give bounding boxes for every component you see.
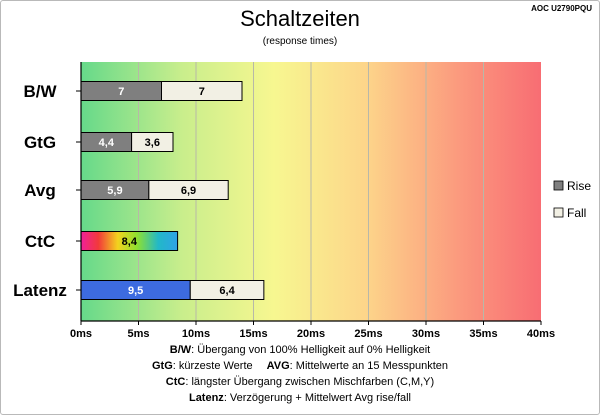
bar-rise-label: 8,4 (122, 236, 138, 248)
chart-notes: B/W: Übergang von 100% Helligkeit auf 0%… (0, 342, 600, 406)
chart-title: Schaltzeiten (240, 6, 360, 31)
note-ctc: CtC: längster Übergang zwischen Mischfar… (0, 374, 600, 390)
bar-fall (189, 280, 265, 300)
x-tick-label: 10ms (182, 328, 210, 340)
monitor-model: AOC U2790PQU (531, 4, 592, 13)
bar-fall-label: 6,9 (181, 185, 196, 197)
note-lat-key: Latenz (188, 392, 224, 404)
note-avg-key: AVG (266, 360, 290, 372)
bar-series: 7 7 4,4 3,6 5,9 6,9 8,4 9,5 6,4 (80, 81, 265, 300)
legend: Rise Fall (553, 179, 591, 220)
note-gtg-avg: GtG: kürzeste Werte AVG: Mittelwerte an 1… (0, 358, 600, 374)
x-tick-label: 25ms (354, 328, 382, 340)
category-labels: B/W GtG Avg CtC Latenz (13, 82, 81, 300)
legend-fall-label: Fall (567, 206, 586, 220)
x-tick-label: 20ms (297, 328, 325, 340)
category-label: Latenz (13, 281, 67, 300)
x-tick-label: 0ms (70, 328, 92, 340)
x-tick-label: 35ms (469, 328, 497, 340)
note-bw-text: : Übergang von 100% Helligkeit auf 0% He… (191, 344, 431, 356)
bar-fall-label: 6,4 (219, 285, 235, 297)
note-lat-text: : Verzögerung + Mittelwert Avg rise/fall (223, 392, 412, 404)
bar-fall (161, 81, 243, 101)
note-ctc-key: CtC (165, 376, 186, 388)
chart-subtitle: (response times) (262, 36, 338, 47)
response-time-chart: 7 7 4,4 3,6 5,9 6,9 8,4 9,5 6,4 B/W GtG Avg CtC Late… (13, 62, 591, 340)
bar-fall (131, 132, 174, 152)
note-gtg-key: GtG (151, 360, 173, 372)
legend-rise-label: Rise (567, 179, 591, 193)
bar-fall (148, 180, 229, 200)
x-tick-label: 5ms (127, 328, 149, 340)
category-label: Avg (24, 181, 56, 200)
note-bw-key: B/W (169, 344, 192, 356)
x-tick-label: 30ms (412, 328, 440, 340)
x-tick-label: 15ms (239, 328, 267, 340)
bar-rise-label: 4,4 (99, 137, 115, 149)
legend-fall-swatch (553, 207, 564, 218)
legend-rise-swatch (553, 180, 564, 191)
category-label: CtC (25, 232, 55, 251)
note-gtg-text: : kürzeste Werte (172, 360, 253, 372)
x-tick-label: 40ms (527, 328, 555, 340)
category-label: GtG (24, 133, 56, 152)
bar-rise-label: 7 (118, 86, 124, 98)
bar-rise-label: 9,5 (128, 285, 143, 297)
note-avg-text: : Mittelwerte an 15 Messpunkten (289, 360, 449, 372)
note-bw: B/W: Übergang von 100% Helligkeit auf 0%… (0, 342, 600, 358)
x-axis-ticks: 0ms 5ms 10ms 15ms 20ms 25ms 30ms 35ms 40ms (70, 62, 555, 340)
category-label: B/W (23, 82, 57, 101)
bar-fall-label: 3,6 (145, 137, 160, 149)
bar-fall-label: 7 (199, 86, 205, 98)
bar-rise-label: 5,9 (107, 185, 122, 197)
note-ctc-text: : längster Übergang zwischen Mischfarben… (185, 376, 435, 388)
note-latency: Latenz: Verzögerung + Mittelwert Avg ris… (0, 390, 600, 406)
